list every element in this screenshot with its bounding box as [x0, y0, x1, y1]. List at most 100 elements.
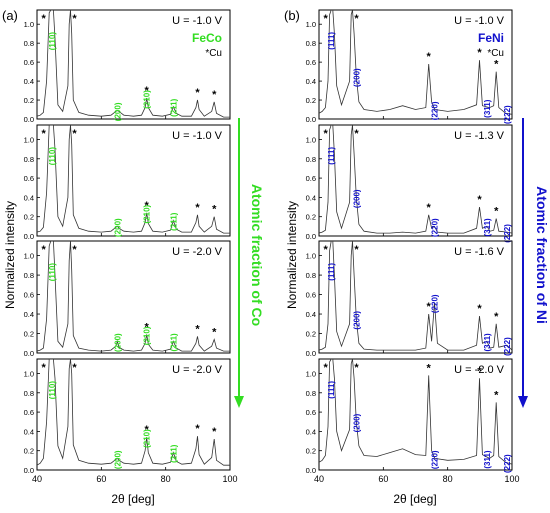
y-tick-label: 1.0 [24, 135, 34, 144]
side-arrow-co-head [234, 396, 244, 408]
peak-index-label: (111) [327, 263, 336, 281]
cu-peak-marker: * [41, 244, 46, 256]
y-tick-label: 0.4 [306, 193, 316, 202]
cu-peak-marker: * [427, 362, 432, 374]
y-tick-label: 1.0 [306, 20, 316, 29]
y-tick-label: 0.6 [306, 174, 316, 183]
y-tick-label: 0.6 [306, 291, 316, 300]
panel-1-2: 0.0 0.2 0.4 0.6 0.8 1.0 U = -1.6 V * * * * * (111) (2… [306, 240, 513, 358]
plot-frame [318, 358, 513, 471]
peak-index-label: (200) [352, 311, 361, 330]
y-tick-label: 0.2 [24, 96, 34, 105]
x-axis-label-left: 2θ [deg] [111, 492, 154, 506]
y-tick-label: 0.6 [24, 408, 34, 417]
cu-note-label: *Cu [487, 48, 504, 59]
cu-peak-marker: * [41, 362, 46, 374]
series-line [319, 241, 512, 351]
cu-peak-marker: * [477, 303, 482, 315]
x-tick-label: 100 [504, 474, 519, 484]
cu-peak-marker: * [354, 244, 359, 256]
y-axis-label-left: Normalized intensity [3, 201, 17, 309]
peak-index-label: (222) [503, 105, 512, 124]
cu-peak-marker: * [494, 311, 499, 323]
y-axis-label-right: Normalized intensity [285, 201, 299, 309]
cu-peak-marker: * [72, 128, 77, 140]
peak-index-label: (111) [327, 147, 336, 165]
y-tick-label: 0.0 [306, 115, 316, 124]
y-tick-label: 0.8 [24, 271, 34, 280]
y-tick-label: 0.8 [306, 39, 316, 48]
series-line [37, 125, 230, 234]
series-line [319, 125, 512, 234]
series-line [319, 10, 512, 115]
y-tick-label: 0.4 [306, 310, 316, 319]
y-tick-label: 0.8 [306, 271, 316, 280]
panel-0-0: 0.0 0.2 0.4 0.6 0.8 1.0 U = -1.0 V FeCo *Cu * * * * *… [24, 9, 231, 124]
cu-peak-marker: * [145, 85, 150, 97]
voltage-label: U = -2.0 V [172, 364, 222, 376]
peak-index-label: (200) [113, 333, 122, 352]
panel-0-3: 0.00.20.40.60.81.0 U = -2.0 V* ** * *(110)(2… [24, 358, 231, 475]
cu-peak-marker: * [494, 59, 499, 71]
x-tick-label: 40 [314, 474, 324, 484]
y-tick-label: 0.6 [306, 58, 316, 67]
y-tick-label: 0.0 [24, 466, 34, 475]
peak-index-label: (111) [327, 32, 336, 50]
peak-index-label: (211) [169, 98, 178, 117]
y-tick-label: 0.4 [24, 427, 34, 436]
cu-peak-marker: * [323, 13, 328, 25]
peak-index-label: (220) [431, 294, 440, 313]
cu-peak-marker: * [323, 128, 328, 140]
cu-peak-marker: * [477, 194, 482, 206]
cu-peak-marker: * [41, 128, 46, 140]
cu-peak-marker: * [323, 244, 328, 256]
cu-peak-marker: * [145, 200, 150, 212]
y-tick-label: 0.0 [24, 232, 34, 241]
cu-peak-marker: * [145, 424, 150, 436]
cu-peak-marker: * [212, 426, 217, 438]
peak-index-label: (200) [113, 218, 122, 237]
voltage-label: U = -1.6 V [454, 246, 504, 258]
y-tick-label: 0.0 [306, 349, 316, 358]
y-tick-label: 1.0 [306, 369, 316, 378]
y-tick-label: 0.4 [24, 77, 34, 86]
y-tick-label: 0.6 [24, 58, 34, 67]
y-tick-label: 0.0 [306, 466, 316, 475]
x-tick-label: 100 [222, 474, 237, 484]
cu-peak-marker: * [212, 89, 217, 101]
cu-peak-marker: * [195, 87, 200, 99]
y-tick-label: 1.0 [24, 252, 34, 261]
y-tick-label: 0.8 [24, 155, 34, 164]
cu-peak-marker: * [427, 301, 432, 313]
peak-index-label: (200) [113, 450, 122, 469]
side-annotation-co: Atomic fraction of Co [249, 184, 265, 326]
material-label: FeCo [192, 31, 222, 45]
series-line [37, 241, 230, 352]
voltage-label: U = -1.0 V [454, 15, 504, 27]
y-tick-label: 0.2 [24, 330, 34, 339]
y-tick-label: 0.2 [306, 213, 316, 222]
y-tick-label: 0.4 [306, 427, 316, 436]
peak-index-label: (110) [48, 381, 57, 400]
cu-peak-marker: * [212, 326, 217, 338]
panel-1-1: 0.0 0.2 0.4 0.6 0.8 1.0 U = -1.3 V * * * * * (111) (2… [306, 124, 513, 243]
peak-index-label: (110) [48, 32, 57, 51]
y-tick-label: 0.2 [306, 330, 316, 339]
peak-index-label: (210) [143, 90, 152, 109]
plot-frame [318, 240, 513, 354]
peak-index-label: (311) [483, 450, 492, 469]
peak-index-label: (311) [483, 333, 492, 352]
y-tick-label: 0.2 [24, 447, 34, 456]
voltage-label: U = -2.0 V [172, 246, 222, 258]
cu-peak-marker: * [477, 47, 482, 59]
peak-index-label: (200) [113, 102, 122, 121]
cu-peak-marker: * [72, 244, 77, 256]
plot-frame [318, 9, 513, 120]
panel-label-b: (b) [284, 8, 300, 23]
y-tick-label: 0.8 [24, 39, 34, 48]
peak-index-label: (220) [431, 218, 440, 237]
cu-peak-marker: * [145, 321, 150, 333]
cu-peak-marker: * [195, 423, 200, 435]
